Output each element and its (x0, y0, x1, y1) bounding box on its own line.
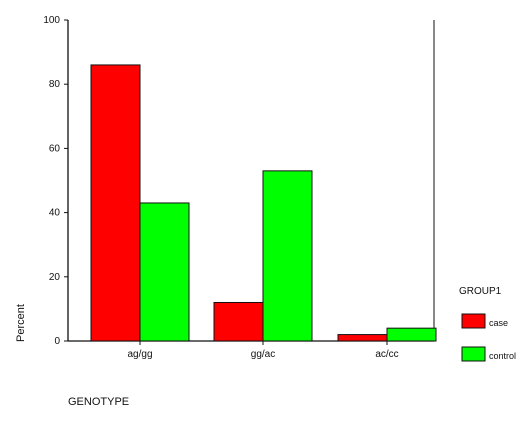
y-tick-label: 80 (49, 79, 61, 90)
labels-layer: 0 20 40 60 80 100 ag/gg gg/ac ac/cc Percent GENOTY… (15, 15, 399, 408)
x-axis-title: GENOTYPE (68, 396, 129, 408)
legend-swatch-case (461, 313, 486, 329)
bar-control-ag-gg (139, 202, 190, 342)
bar-case-ag-gg (90, 64, 141, 342)
y-tick-label: 60 (49, 143, 61, 154)
legend-title: GROUP1 (459, 286, 502, 297)
y-tick-label: 0 (54, 336, 60, 347)
legend-swatch-control (461, 346, 486, 362)
bar-control-gg-ac (262, 170, 313, 342)
bar-case-gg-ac (213, 301, 264, 342)
y-tick-label: 100 (43, 15, 60, 26)
bar-control-ac-cc (386, 327, 437, 342)
legend-label-case: case (489, 318, 508, 328)
y-axis-title: Percent (15, 304, 27, 342)
x-tick-label: gg/ac (251, 349, 275, 360)
x-tick-label: ag/gg (127, 349, 152, 360)
legend: GROUP1 case control (459, 286, 516, 362)
legend-label-control: control (489, 351, 516, 361)
y-tick-label: 20 (49, 272, 61, 283)
bar-case-ac-cc (337, 334, 388, 342)
y-tick-label: 40 (49, 208, 61, 219)
bars-layer (90, 64, 437, 342)
x-tick-label: ac/cc (375, 349, 398, 360)
